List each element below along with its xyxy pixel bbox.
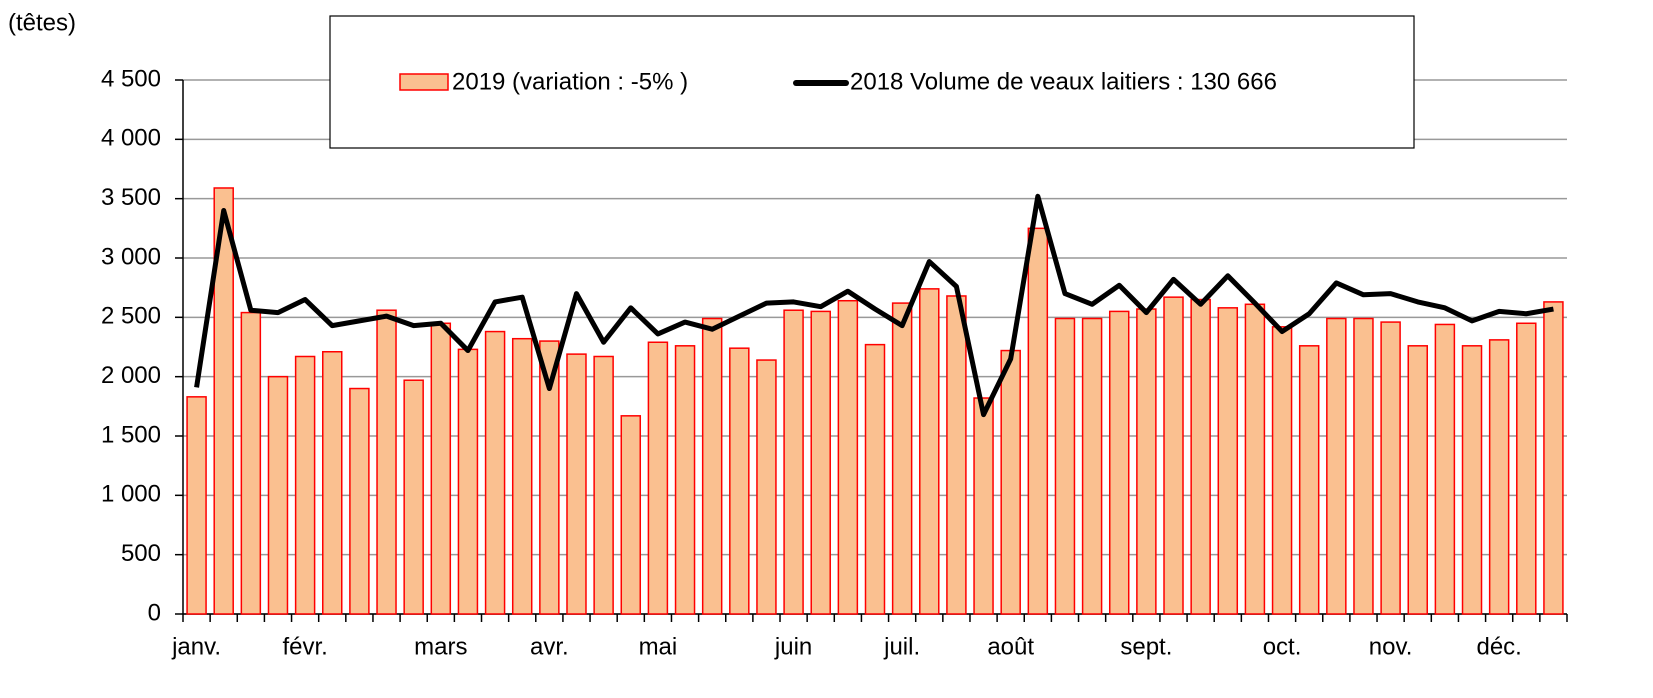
bar <box>837 299 859 615</box>
bar <box>1380 321 1401 615</box>
x-tick-label: janv. <box>171 633 221 660</box>
legend-label: 2019 (variation : -5% ) <box>452 68 688 95</box>
bar <box>1407 345 1428 615</box>
bar <box>240 311 262 615</box>
x-tick-label: févr. <box>282 633 327 660</box>
y-tick-label: 1 000 <box>101 481 161 508</box>
x-tick-label: mai <box>639 633 678 660</box>
x-tick-label: déc. <box>1476 633 1521 660</box>
bar <box>1543 301 1564 615</box>
bar <box>620 415 642 615</box>
y-tick-label: 3 000 <box>101 243 161 270</box>
x-tick-label: juil. <box>883 633 920 660</box>
bar <box>539 340 560 615</box>
bar <box>810 310 831 615</box>
x-tick-label: nov. <box>1369 633 1413 660</box>
y-tick-label: 3 500 <box>101 184 161 211</box>
bar <box>403 379 424 615</box>
bar <box>919 288 940 615</box>
bar <box>213 187 234 615</box>
bar <box>891 302 913 615</box>
x-tick-label: oct. <box>1263 633 1302 660</box>
bar <box>946 295 967 615</box>
y-tick-label: 2 000 <box>101 362 161 389</box>
x-tick-label: mars <box>414 633 467 660</box>
bar <box>1081 317 1103 615</box>
bar <box>1353 317 1374 615</box>
bar <box>783 309 804 615</box>
x-tick-label: avr. <box>530 633 569 660</box>
y-tick-label: 0 <box>148 599 161 626</box>
x-tick-label: août <box>987 633 1034 660</box>
bar <box>756 359 777 615</box>
bar <box>864 343 886 615</box>
bar <box>294 355 316 615</box>
line <box>194 193 1554 418</box>
bar <box>1136 308 1157 615</box>
bar <box>1027 227 1049 615</box>
bar <box>1488 339 1510 615</box>
bar <box>973 397 994 615</box>
bar <box>1217 307 1239 615</box>
bar <box>1516 322 1537 615</box>
bar <box>593 355 614 615</box>
y-axis-label: (têtes) <box>8 9 76 36</box>
legend-box <box>329 15 1415 149</box>
bar <box>267 375 289 615</box>
legend-label: 2018 Volume de veaux laitiers : 130 666 <box>850 68 1277 95</box>
bar <box>566 353 587 615</box>
bar <box>674 345 696 615</box>
bar <box>457 348 479 615</box>
x-tick-label: juin <box>774 633 812 660</box>
bar <box>376 309 397 615</box>
bar <box>1434 323 1456 615</box>
bar <box>1108 310 1130 615</box>
bar <box>1326 317 1347 615</box>
bar <box>1461 345 1483 615</box>
y-tick-label: 4 000 <box>101 125 161 152</box>
bar <box>647 341 669 615</box>
bar <box>729 347 750 615</box>
y-tick-label: 4 500 <box>101 65 161 92</box>
bar <box>484 330 506 615</box>
bar <box>1054 317 1076 615</box>
bar <box>1163 296 1184 615</box>
bar <box>511 337 533 615</box>
bar <box>349 387 370 615</box>
y-tick-label: 500 <box>121 540 161 567</box>
bar <box>1271 326 1293 615</box>
y-tick-label: 1 500 <box>101 421 161 448</box>
bar <box>322 350 343 615</box>
bar <box>430 322 452 615</box>
bar <box>1244 303 1266 615</box>
bar <box>186 396 207 615</box>
x-tick-label: sept. <box>1120 633 1172 660</box>
bar <box>701 317 723 615</box>
legend-swatch <box>399 73 449 91</box>
bar <box>1190 298 1211 615</box>
bar <box>1000 349 1021 615</box>
y-tick-label: 2 500 <box>101 303 161 330</box>
bar <box>1298 345 1320 615</box>
